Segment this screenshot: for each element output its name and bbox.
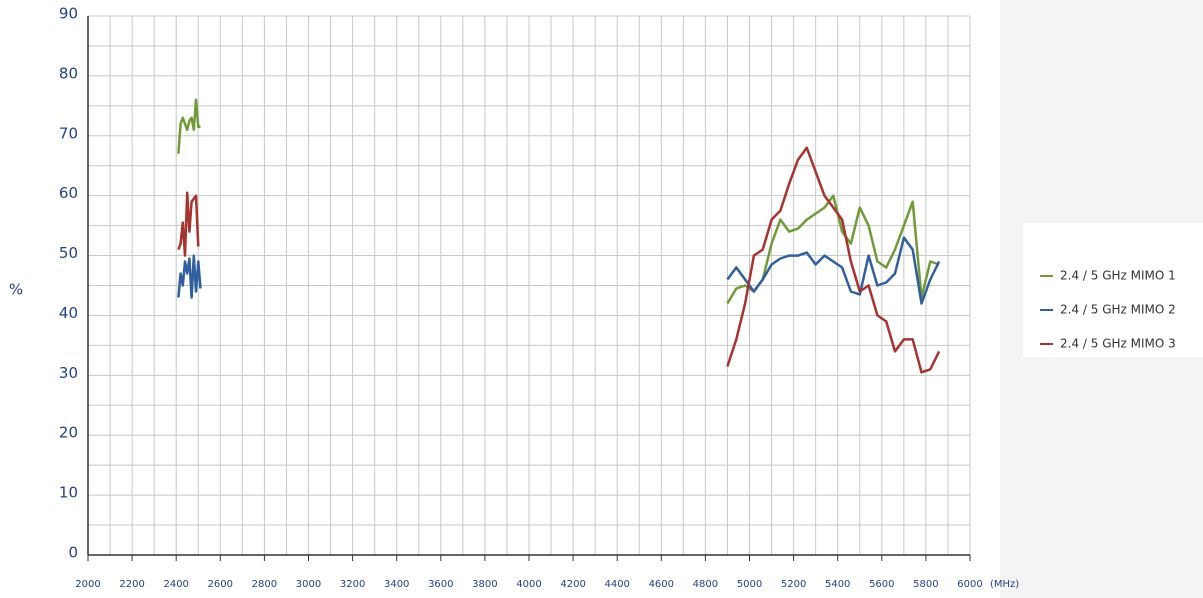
- x-tick-label: 6000: [957, 579, 982, 590]
- y-tick-label: 70: [59, 124, 78, 142]
- x-tick-label: 4000: [516, 579, 541, 590]
- chart-background: [0, 0, 1000, 598]
- y-tick-label: 50: [59, 244, 78, 262]
- x-tick-label: 3200: [340, 579, 365, 590]
- y-tick-label: 0: [68, 544, 78, 562]
- x-tick-label: 5000: [737, 579, 762, 590]
- x-tick-label: 3600: [428, 579, 453, 590]
- y-tick-label: 90: [59, 5, 78, 23]
- legend-label: 2.4 / 5 GHz MIMO 1: [1060, 269, 1176, 283]
- x-tick-label: 4400: [604, 579, 629, 590]
- legend-label: 2.4 / 5 GHz MIMO 3: [1060, 337, 1176, 351]
- legend-label: 2.4 / 5 GHz MIMO 2: [1060, 303, 1176, 317]
- x-axis-label: (MHz): [990, 579, 1019, 590]
- series-line: [177, 236, 941, 305]
- x-tick-label: 2000: [75, 579, 100, 590]
- x-tick-label: 4600: [649, 579, 674, 590]
- x-tick-label: 2600: [208, 579, 233, 590]
- x-tick-label: 3800: [472, 579, 497, 590]
- x-tick-label: 2800: [252, 579, 277, 590]
- x-tick-label: 4800: [693, 579, 718, 590]
- x-tick-label: 5600: [869, 579, 894, 590]
- y-tick-label: 80: [59, 64, 78, 82]
- x-tick-label: 4200: [560, 579, 585, 590]
- y-tick-label: 30: [59, 364, 78, 382]
- x-tick-label: 3400: [384, 579, 409, 590]
- y-tick-label: 20: [59, 424, 78, 442]
- y-tick-label: 10: [59, 484, 78, 502]
- x-tick-label: 5200: [781, 579, 806, 590]
- x-tick-label: 5800: [913, 579, 938, 590]
- x-tick-label: 2400: [163, 579, 188, 590]
- x-tick-label: 5400: [825, 579, 850, 590]
- x-tick-label: 3000: [296, 579, 321, 590]
- y-tick-label: 40: [59, 304, 78, 322]
- y-tick-label: 60: [59, 184, 78, 202]
- series-line: [177, 146, 941, 374]
- x-tick-label: 2200: [119, 579, 144, 590]
- y-axis-label: %: [9, 281, 23, 299]
- legend-box: [1023, 223, 1203, 357]
